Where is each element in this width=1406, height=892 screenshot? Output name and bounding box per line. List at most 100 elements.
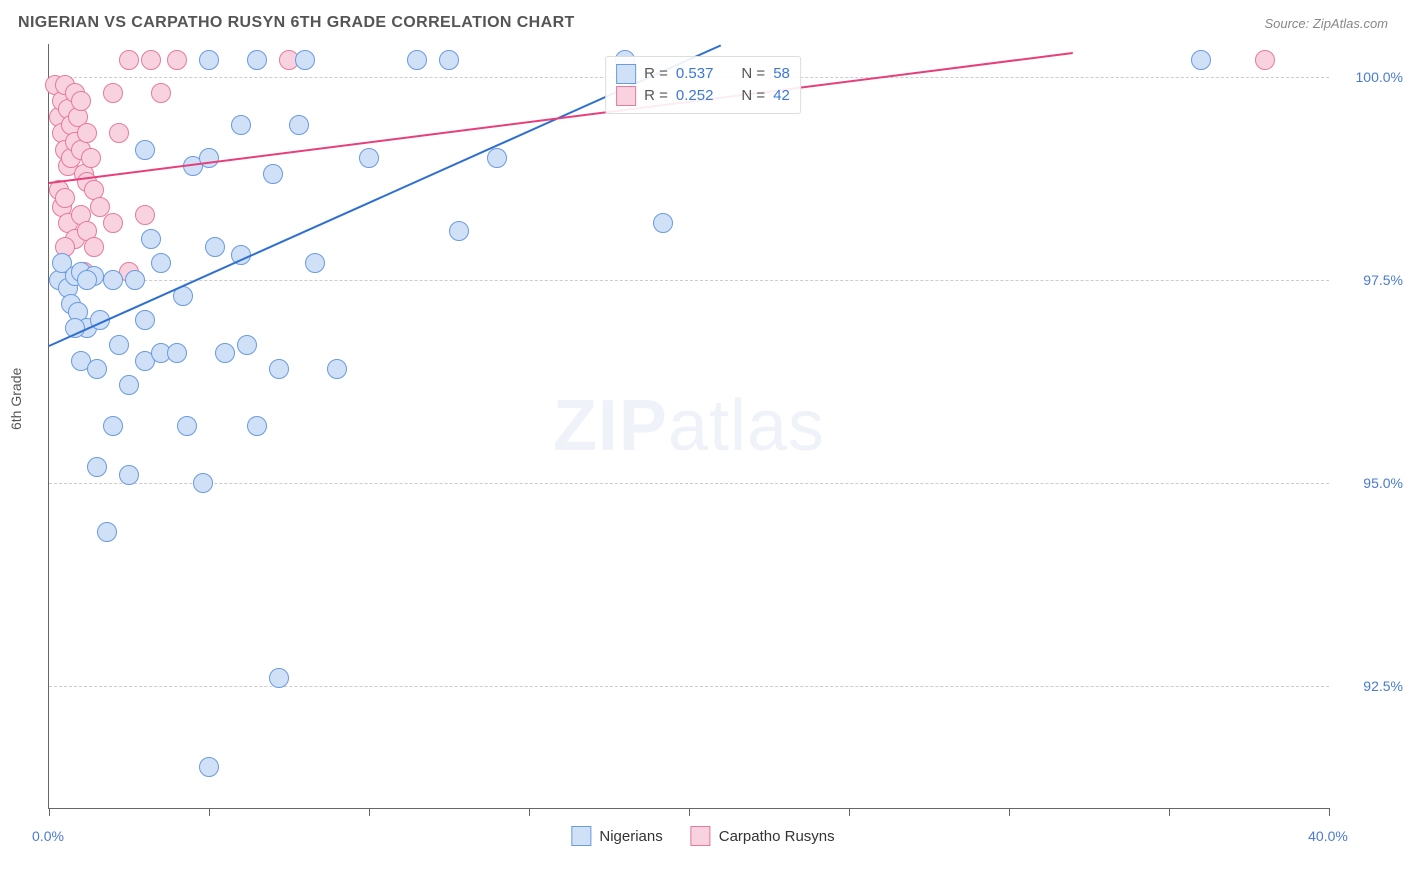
series-legend-item: Nigerians [571, 826, 662, 846]
scatter-point-nigerians [141, 229, 161, 249]
scatter-point-nigerians [135, 140, 155, 160]
legend-swatch [616, 64, 636, 84]
scatter-point-nigerians [135, 310, 155, 330]
r-label: R = [644, 85, 668, 107]
scatter-point-nigerians [295, 50, 315, 70]
scatter-point-nigerians [247, 50, 267, 70]
chart-title: NIGERIAN VS CARPATHO RUSYN 6TH GRADE COR… [18, 14, 575, 32]
y-axis-label: 6th Grade [8, 368, 24, 430]
n-value: 42 [773, 85, 790, 107]
x-tick [1169, 808, 1170, 816]
scatter-point-nigerians [199, 148, 219, 168]
n-label: N = [741, 63, 765, 85]
scatter-point-nigerians [199, 757, 219, 777]
scatter-point-nigerians [237, 335, 257, 355]
watermark-light: atlas [668, 386, 825, 466]
r-label: R = [644, 63, 668, 85]
x-tick [209, 808, 210, 816]
scatter-point-carpatho [77, 123, 97, 143]
watermark: ZIPatlas [553, 385, 825, 467]
r-value: 0.252 [676, 85, 714, 107]
stats-legend: R = 0.537 N = 58 R = 0.252 N = 42 [605, 56, 801, 114]
watermark-bold: ZIP [553, 386, 668, 466]
scatter-point-nigerians [269, 668, 289, 688]
scatter-point-nigerians [193, 473, 213, 493]
x-tick-label: 40.0% [1308, 828, 1348, 844]
scatter-point-carpatho [151, 83, 171, 103]
scatter-point-carpatho [141, 50, 161, 70]
x-tick [689, 808, 690, 816]
source-label: Source: ZipAtlas.com [1264, 16, 1388, 31]
scatter-point-nigerians [407, 50, 427, 70]
stats-legend-row: R = 0.537 N = 58 [616, 63, 790, 85]
scatter-point-nigerians [77, 270, 97, 290]
scatter-point-carpatho [81, 148, 101, 168]
scatter-point-nigerians [289, 115, 309, 135]
scatter-point-nigerians [167, 343, 187, 363]
legend-swatch [616, 86, 636, 106]
x-tick [369, 808, 370, 816]
x-tick-label: 0.0% [32, 828, 64, 844]
scatter-point-nigerians [199, 50, 219, 70]
series-legend-label: Nigerians [599, 828, 662, 845]
stats-legend-row: R = 0.252 N = 42 [616, 85, 790, 107]
scatter-point-nigerians [305, 253, 325, 273]
scatter-point-nigerians [87, 359, 107, 379]
scatter-point-nigerians [215, 343, 235, 363]
series-legend-label: Carpatho Rusyns [719, 828, 835, 845]
scatter-point-nigerians [449, 221, 469, 241]
scatter-point-nigerians [151, 253, 171, 273]
scatter-point-carpatho [1255, 50, 1275, 70]
scatter-point-nigerians [119, 465, 139, 485]
scatter-point-nigerians [653, 213, 673, 233]
scatter-point-carpatho [135, 205, 155, 225]
y-tick-label: 95.0% [1363, 475, 1403, 491]
scatter-point-nigerians [269, 359, 289, 379]
scatter-point-nigerians [247, 416, 267, 436]
r-value: 0.537 [676, 63, 714, 85]
y-tick-label: 100.0% [1356, 69, 1403, 85]
scatter-point-carpatho [103, 83, 123, 103]
legend-swatch [571, 826, 591, 846]
x-tick [529, 808, 530, 816]
scatter-point-nigerians [177, 416, 197, 436]
scatter-point-carpatho [119, 50, 139, 70]
scatter-point-carpatho [167, 50, 187, 70]
plot-area: ZIPatlas 92.5%95.0%97.5%100.0% [48, 44, 1329, 809]
x-tick [849, 808, 850, 816]
scatter-point-nigerians [439, 50, 459, 70]
legend-swatch [691, 826, 711, 846]
chart-container: NIGERIAN VS CARPATHO RUSYN 6TH GRADE COR… [0, 0, 1406, 892]
scatter-point-carpatho [103, 213, 123, 233]
x-tick [1329, 808, 1330, 816]
x-tick [49, 808, 50, 816]
scatter-point-nigerians [263, 164, 283, 184]
scatter-point-nigerians [87, 457, 107, 477]
scatter-point-nigerians [327, 359, 347, 379]
series-legend-item: Carpatho Rusyns [691, 826, 835, 846]
y-tick-label: 97.5% [1363, 272, 1403, 288]
scatter-point-carpatho [84, 237, 104, 257]
regression-line-carpatho [49, 52, 1073, 184]
scatter-point-nigerians [103, 416, 123, 436]
scatter-point-carpatho [71, 91, 91, 111]
scatter-point-carpatho [109, 123, 129, 143]
scatter-point-nigerians [103, 270, 123, 290]
gridline-h [49, 686, 1329, 687]
scatter-point-nigerians [231, 115, 251, 135]
n-label: N = [741, 85, 765, 107]
scatter-point-nigerians [119, 375, 139, 395]
n-value: 58 [773, 63, 790, 85]
y-tick-label: 92.5% [1363, 678, 1403, 694]
scatter-point-nigerians [487, 148, 507, 168]
scatter-point-nigerians [125, 270, 145, 290]
x-tick [1009, 808, 1010, 816]
scatter-point-nigerians [1191, 50, 1211, 70]
scatter-point-nigerians [109, 335, 129, 355]
gridline-h [49, 280, 1329, 281]
scatter-point-carpatho [55, 188, 75, 208]
scatter-point-nigerians [205, 237, 225, 257]
scatter-point-nigerians [97, 522, 117, 542]
series-legend: Nigerians Carpatho Rusyns [571, 826, 834, 846]
gridline-h [49, 483, 1329, 484]
